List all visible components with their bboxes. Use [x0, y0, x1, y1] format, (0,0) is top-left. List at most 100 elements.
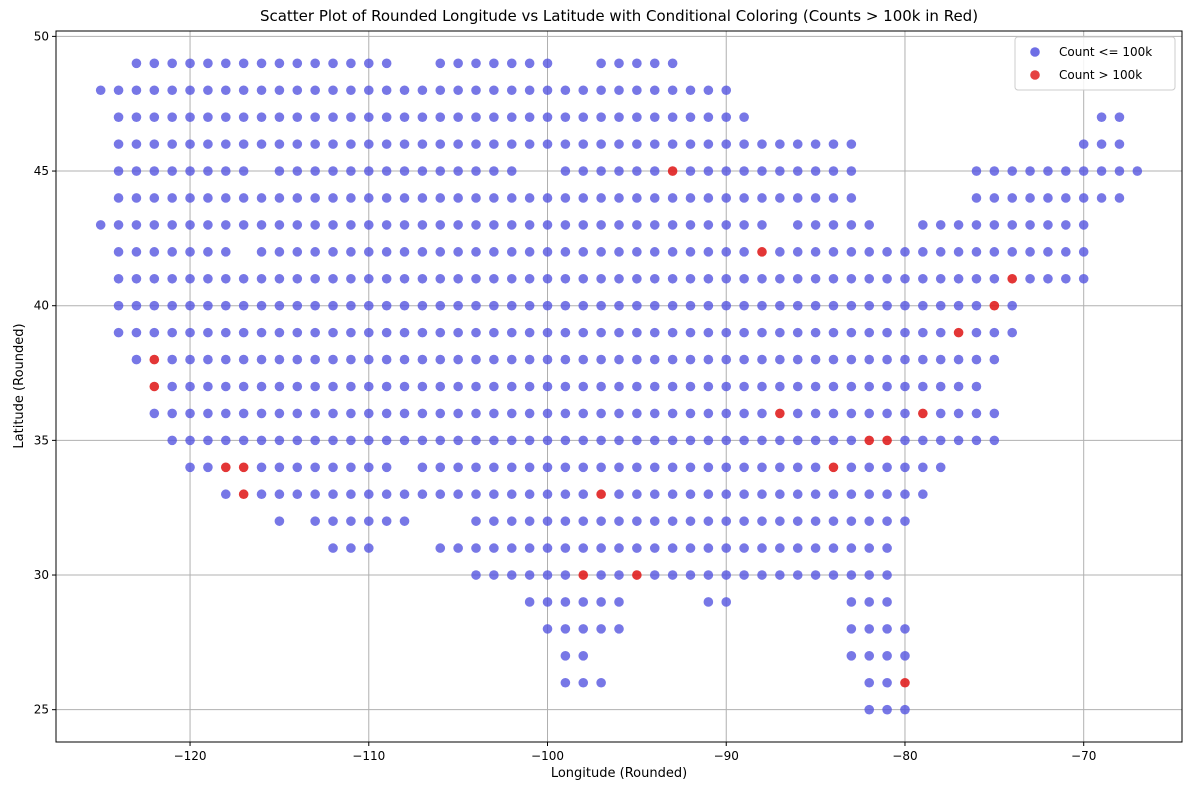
data-point-blue: [578, 624, 589, 634]
data-point-blue: [703, 273, 714, 284]
data-point-blue: [667, 435, 678, 446]
data-point-blue: [292, 435, 303, 446]
data-point-blue: [596, 543, 606, 553]
data-point-blue: [1007, 327, 1018, 338]
data-point-blue: [346, 220, 356, 230]
data-point-blue: [703, 166, 714, 176]
data-point-blue: [882, 704, 892, 715]
data-point-blue: [721, 408, 732, 419]
data-point-blue: [667, 85, 678, 96]
data-point-blue: [506, 58, 517, 69]
data-point-blue: [399, 489, 410, 500]
data-point-blue: [381, 435, 392, 446]
data-point-blue: [775, 273, 785, 284]
data-point-blue: [292, 354, 303, 365]
data-point-blue: [149, 58, 160, 69]
data-point-blue: [1007, 247, 1018, 257]
data-point-blue: [918, 247, 928, 257]
data-point-blue: [328, 516, 338, 526]
data-point-blue: [363, 193, 374, 203]
data-point-blue: [220, 273, 231, 284]
data-point-blue: [471, 220, 481, 230]
data-point-blue: [614, 193, 624, 203]
data-point-blue: [846, 624, 857, 634]
data-point-blue: [328, 85, 338, 96]
data-point-blue: [506, 408, 517, 419]
data-point-blue: [167, 166, 177, 176]
data-point-blue: [864, 704, 875, 715]
data-point-blue: [399, 354, 410, 365]
data-point-blue: [453, 247, 463, 257]
data-point-blue: [846, 516, 857, 526]
data-point-blue: [185, 166, 195, 176]
y-tick-label: 30: [34, 568, 49, 582]
data-point-blue: [632, 166, 642, 176]
data-point-blue: [792, 273, 803, 284]
data-point-blue: [489, 58, 499, 69]
data-point-blue: [810, 354, 821, 365]
data-point-blue: [381, 462, 392, 473]
data-point-blue: [149, 273, 160, 284]
data-point-blue: [953, 354, 964, 365]
data-point-blue: [596, 85, 606, 96]
data-point-blue: [989, 408, 1000, 419]
data-point-blue: [399, 516, 410, 526]
data-point-blue: [846, 489, 857, 500]
data-point-blue: [792, 247, 803, 257]
data-point-blue: [864, 354, 875, 365]
data-point-red: [989, 300, 1000, 311]
data-point-blue: [703, 543, 714, 553]
data-point-blue: [453, 166, 463, 176]
data-point-blue: [739, 220, 749, 230]
data-point-blue: [381, 327, 392, 338]
data-point-blue: [542, 489, 553, 500]
data-point-blue: [131, 193, 142, 203]
data-point-blue: [810, 543, 821, 553]
data-point-blue: [363, 435, 374, 446]
data-point-blue: [828, 247, 839, 257]
data-point-blue: [721, 435, 732, 446]
data-point-blue: [935, 408, 946, 419]
data-point-blue: [185, 381, 195, 392]
data-point-blue: [1078, 247, 1089, 257]
data-point-blue: [864, 651, 875, 661]
data-point-blue: [256, 58, 267, 69]
data-point-blue: [596, 327, 606, 338]
data-point-blue: [274, 327, 285, 338]
data-point-blue: [524, 327, 535, 338]
data-point-blue: [703, 381, 714, 392]
data-point-blue: [757, 408, 767, 419]
data-point-blue: [757, 381, 767, 392]
data-point-red: [882, 435, 892, 446]
data-point-blue: [113, 300, 124, 311]
data-point-blue: [918, 462, 928, 473]
data-point-blue: [882, 327, 892, 338]
data-point-blue: [864, 570, 875, 580]
data-point-blue: [542, 354, 553, 365]
data-point-blue: [739, 300, 749, 311]
data-point-blue: [667, 381, 678, 392]
data-point-blue: [632, 193, 642, 203]
data-point-blue: [453, 408, 463, 419]
data-point-blue: [667, 570, 678, 580]
data-point-blue: [828, 516, 839, 526]
data-point-blue: [435, 220, 446, 230]
data-point-blue: [667, 139, 678, 149]
data-point-red: [578, 570, 589, 580]
data-point-blue: [310, 381, 320, 392]
data-point-blue: [775, 543, 785, 553]
data-point-red: [900, 677, 910, 688]
data-point-blue: [113, 112, 124, 122]
data-point-blue: [935, 462, 946, 473]
data-point-blue: [989, 220, 1000, 230]
data-point-blue: [328, 354, 338, 365]
data-point-blue: [632, 58, 642, 69]
data-point-blue: [703, 193, 714, 203]
data-point-blue: [489, 435, 499, 446]
data-point-blue: [596, 220, 606, 230]
data-point-blue: [578, 327, 589, 338]
data-point-blue: [739, 570, 749, 580]
data-point-blue: [989, 273, 1000, 284]
data-point-blue: [757, 193, 767, 203]
data-point-blue: [238, 300, 249, 311]
